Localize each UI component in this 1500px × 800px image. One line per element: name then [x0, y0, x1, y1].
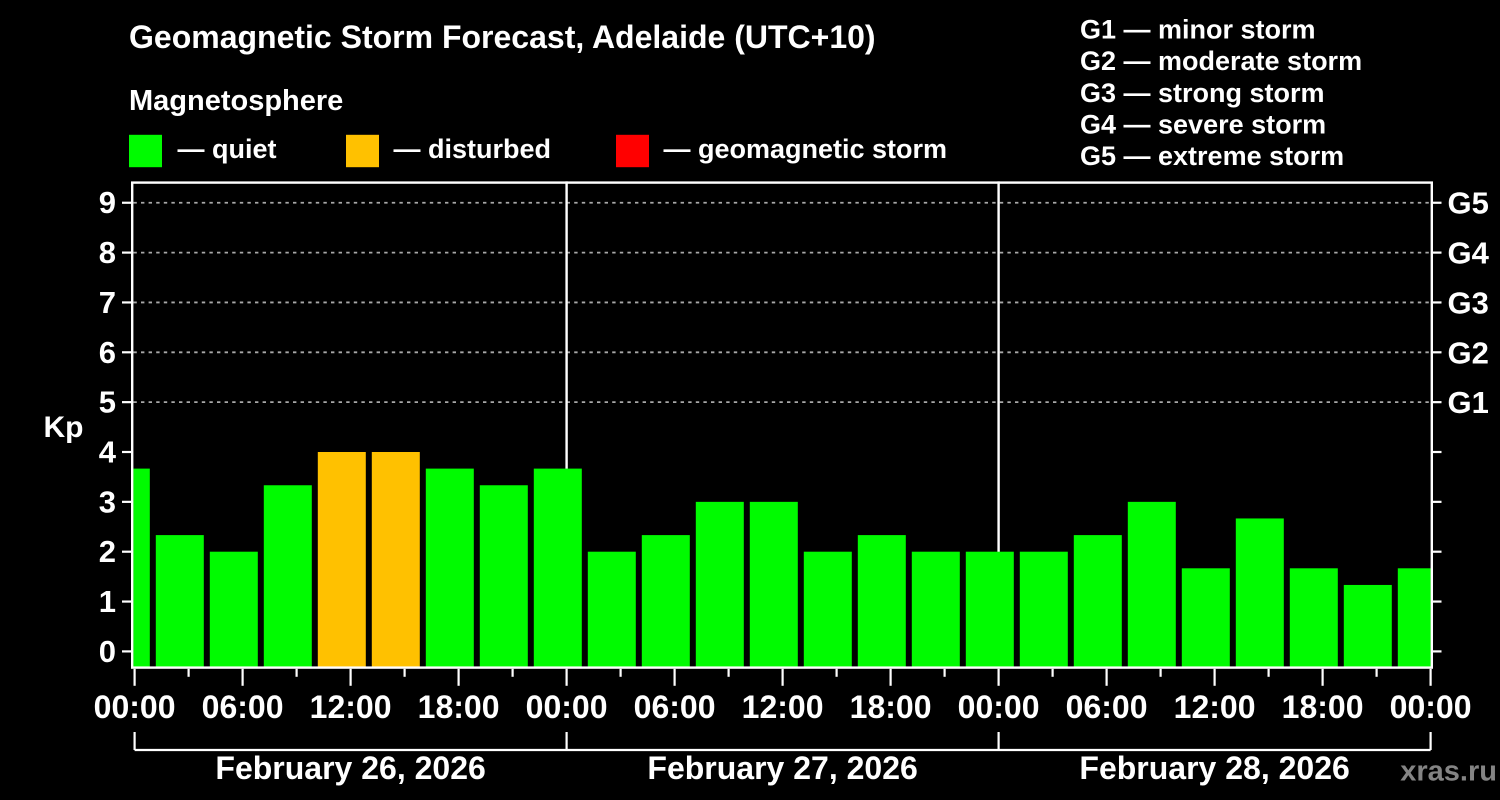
- svg-text:12:00: 12:00: [742, 689, 824, 725]
- svg-text:12:00: 12:00: [1174, 689, 1256, 725]
- svg-text:February 27, 2026: February 27, 2026: [647, 750, 917, 786]
- svg-text:— geomagnetic storm: — geomagnetic storm: [664, 134, 948, 164]
- svg-text:9: 9: [99, 185, 116, 220]
- svg-text:Magnetosphere: Magnetosphere: [129, 85, 343, 117]
- svg-text:12:00: 12:00: [310, 689, 392, 725]
- svg-text:G1: G1: [1448, 385, 1489, 420]
- svg-text:G2: G2: [1448, 335, 1489, 370]
- svg-text:February 26, 2026: February 26, 2026: [215, 750, 485, 786]
- svg-text:06:00: 06:00: [1066, 689, 1148, 725]
- svg-text:18:00: 18:00: [418, 689, 500, 725]
- svg-text:G1 — minor storm: G1 — minor storm: [1080, 15, 1316, 45]
- svg-text:G2 — moderate storm: G2 — moderate storm: [1080, 46, 1362, 76]
- svg-text:1: 1: [99, 584, 116, 619]
- svg-text:xras.ru: xras.ru: [1400, 756, 1497, 788]
- svg-text:00:00: 00:00: [1390, 689, 1472, 725]
- svg-text:Geomagnetic Storm Forecast, Ad: Geomagnetic Storm Forecast, Adelaide (UT…: [129, 19, 876, 55]
- svg-text:3: 3: [99, 484, 116, 519]
- svg-text:4: 4: [99, 435, 117, 470]
- svg-text:G3: G3: [1448, 285, 1489, 320]
- svg-text:G3 — strong storm: G3 — strong storm: [1080, 78, 1325, 108]
- svg-text:G5: G5: [1448, 186, 1489, 221]
- svg-text:2: 2: [99, 534, 116, 569]
- svg-text:06:00: 06:00: [202, 689, 284, 725]
- svg-text:6: 6: [99, 335, 116, 370]
- svg-text:0: 0: [99, 634, 116, 669]
- svg-text:G4: G4: [1448, 236, 1490, 271]
- svg-text:February 28, 2026: February 28, 2026: [1079, 750, 1349, 786]
- svg-text:18:00: 18:00: [850, 689, 932, 725]
- svg-text:— disturbed: — disturbed: [394, 134, 552, 164]
- svg-text:00:00: 00:00: [94, 689, 176, 725]
- svg-text:06:00: 06:00: [634, 689, 716, 725]
- svg-text:5: 5: [99, 385, 116, 420]
- svg-text:Kp: Kp: [44, 411, 84, 444]
- svg-text:— quiet: — quiet: [178, 134, 277, 164]
- svg-text:7: 7: [99, 285, 116, 320]
- svg-text:00:00: 00:00: [958, 689, 1040, 725]
- svg-text:00:00: 00:00: [526, 689, 608, 725]
- svg-text:G4 — severe storm: G4 — severe storm: [1080, 109, 1326, 139]
- svg-text:8: 8: [99, 235, 116, 270]
- svg-text:18:00: 18:00: [1282, 689, 1364, 725]
- svg-text:G5 — extreme storm: G5 — extreme storm: [1080, 141, 1344, 171]
